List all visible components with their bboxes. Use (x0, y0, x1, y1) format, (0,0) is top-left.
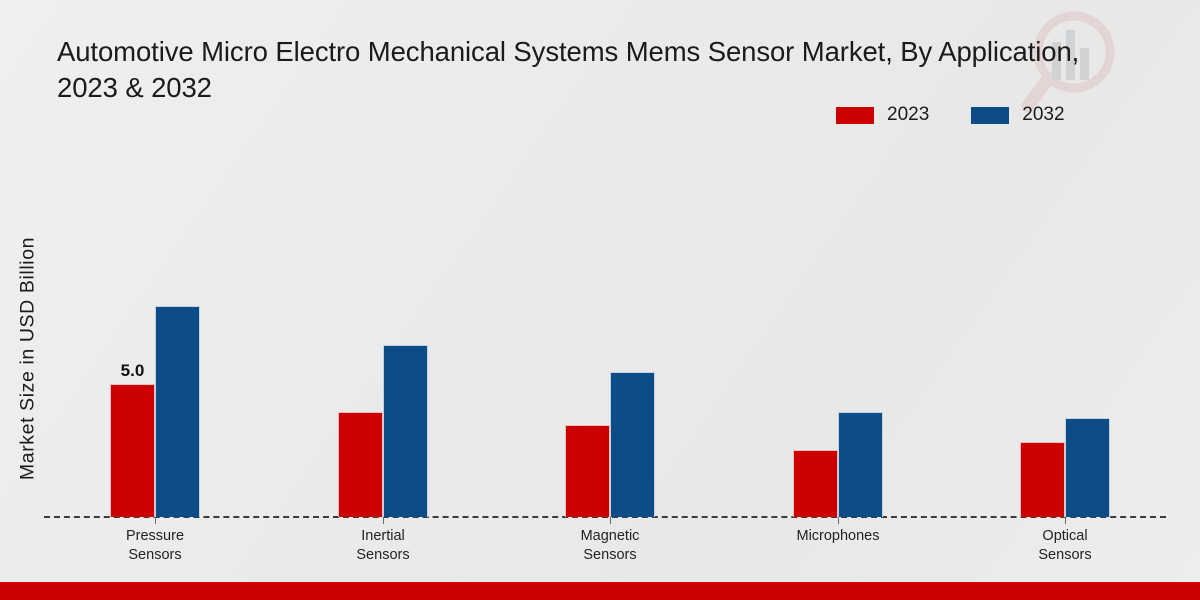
x-axis-label-3-line1: Microphones (796, 528, 880, 544)
bar-group-1 (338, 217, 428, 517)
legend-item-2023[interactable]: 2023 (836, 104, 929, 126)
x-axis-label-1: Inertial Sensors (273, 527, 493, 565)
x-tick-1 (383, 517, 384, 524)
x-tick-3 (838, 517, 839, 524)
legend-item-2032[interactable]: 2032 (971, 104, 1065, 126)
bar-2023-2[interactable] (565, 425, 610, 517)
bar-group-4 (1020, 217, 1110, 517)
x-axis-label-4-line1: Optical (1042, 528, 1088, 544)
x-axis-label-2: Magnetic Sensors (500, 527, 720, 565)
bar-group-2 (565, 217, 655, 517)
chart-legend: 2023 2032 (836, 104, 1065, 126)
bar-group-3 (793, 217, 883, 517)
x-axis-label-4-line2: Sensors (1038, 547, 1092, 563)
bar-2023-3[interactable] (793, 450, 838, 517)
legend-swatch-2032 (971, 106, 1010, 124)
bar-2032-1[interactable] (383, 345, 428, 517)
bar-2023-1[interactable] (338, 412, 383, 517)
bar-2032-4[interactable] (1065, 418, 1110, 517)
x-axis-label-3: Microphones (728, 527, 948, 546)
chart-title: Automotive Micro Electro Mechanical Syst… (57, 36, 1080, 103)
x-axis-label-0-line2: Sensors (128, 547, 182, 563)
x-axis-label-0-line1: Pressure (125, 528, 185, 544)
legend-label-2023: 2023 (887, 104, 930, 125)
bar-2032-3[interactable] (838, 412, 883, 517)
x-axis-label-0: Pressure Sensors (45, 527, 265, 565)
bar-2023-0[interactable]: 5.0 (110, 361, 155, 517)
x-axis-label-4: Optical Sensors (955, 527, 1175, 565)
bar-2032-2[interactable] (610, 372, 655, 517)
x-tick-4 (1065, 517, 1066, 524)
x-axis-label-1-line2: Sensors (356, 547, 410, 563)
legend-label-2032: 2032 (1022, 104, 1065, 125)
x-tick-0 (155, 517, 156, 524)
x-axis-label-2-line1: Magnetic (580, 528, 640, 544)
x-axis-label-1-line1: Inertial (361, 528, 405, 544)
bar-value-2023-0: 5.0 (120, 361, 145, 380)
bar-group-0: 5.0 (110, 217, 200, 517)
legend-swatch-2023 (836, 106, 874, 124)
bar-2023-4[interactable] (1020, 442, 1065, 517)
footer-accent-bar (0, 582, 1200, 600)
x-tick-2 (610, 517, 611, 524)
x-axis-baseline (44, 516, 1166, 518)
bar-2032-0[interactable] (155, 306, 200, 517)
x-axis-label-2-line2: Sensors (583, 547, 637, 563)
